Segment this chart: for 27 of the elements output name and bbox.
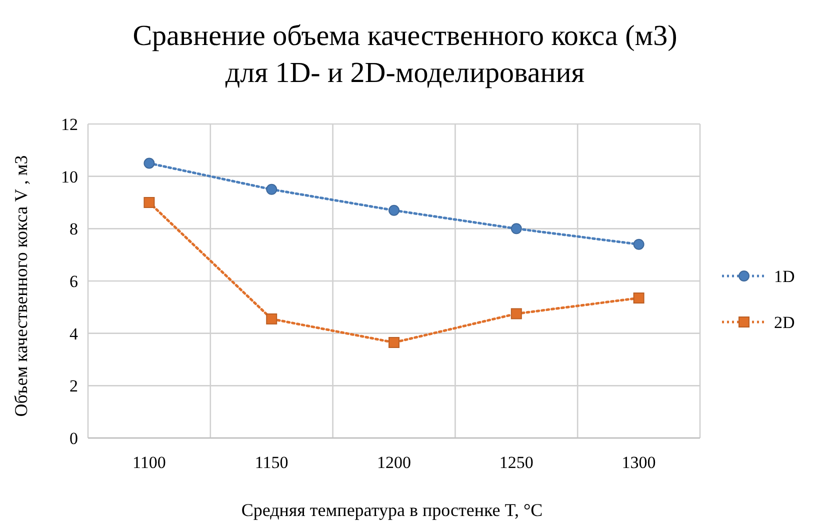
point bbox=[388, 336, 400, 348]
point bbox=[633, 292, 644, 304]
x-tick-label: 1150 bbox=[254, 453, 288, 472]
y-tick-label: 10 bbox=[61, 167, 78, 186]
point bbox=[144, 197, 155, 208]
x-tick-label: 1200 bbox=[377, 453, 411, 472]
y-tick-label: 12 bbox=[61, 114, 78, 134]
x-axis-title: Средняя температура в простенке T, °C bbox=[241, 500, 543, 520]
y-axis-title: Объем качественного кокса V , м3 bbox=[11, 155, 31, 417]
x-tick-label: 1250 bbox=[499, 453, 534, 472]
x-tick-label: 1100 bbox=[132, 453, 166, 472]
point bbox=[510, 308, 522, 320]
y-tick-label: 2 bbox=[70, 376, 78, 396]
point bbox=[266, 184, 278, 195]
point bbox=[388, 204, 400, 216]
y-tick-label: 6 bbox=[70, 272, 78, 291]
point bbox=[144, 158, 155, 169]
y-tick-label: 4 bbox=[70, 324, 78, 344]
chart-title: Сравнение объема качественного кокса (м3) для 1D- и 2D-моделирования bbox=[132, 20, 678, 89]
legend-label: 2D bbox=[774, 312, 795, 332]
point bbox=[510, 223, 522, 234]
point bbox=[266, 313, 278, 324]
y-tick-label: 8 bbox=[70, 220, 78, 239]
y-tick-label: 0 bbox=[70, 428, 78, 448]
x-tick-label: 1300 bbox=[622, 453, 656, 472]
point bbox=[633, 238, 644, 250]
legend-label: 1D bbox=[774, 266, 795, 286]
